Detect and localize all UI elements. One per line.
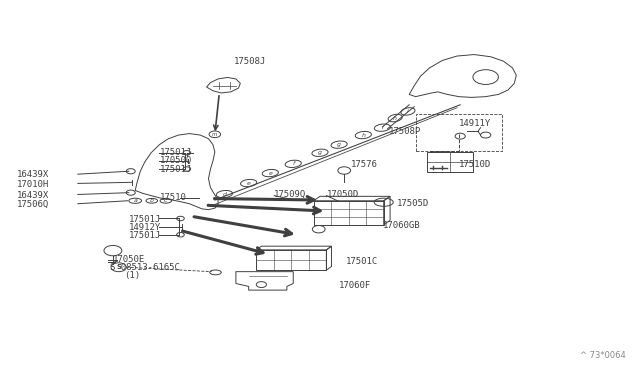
Text: 17508P: 17508P	[389, 127, 421, 136]
Bar	[427, 152, 473, 172]
Text: 17050D: 17050D	[326, 190, 358, 199]
Text: h: h	[362, 132, 365, 138]
Text: h: h	[393, 116, 397, 121]
Text: 17501J: 17501J	[129, 231, 161, 240]
Text: ^ 73*0064: ^ 73*0064	[580, 351, 626, 360]
Text: g: g	[337, 142, 341, 147]
Text: e: e	[246, 180, 251, 186]
Text: S: S	[116, 264, 121, 270]
Text: S 08513-6165C: S 08513-6165C	[109, 263, 180, 272]
Text: 17060GB: 17060GB	[383, 221, 420, 230]
Text: 17050E: 17050E	[113, 254, 145, 264]
Text: b: b	[150, 198, 154, 203]
Text: 17501J: 17501J	[159, 148, 191, 157]
Text: 17510D: 17510D	[459, 160, 491, 169]
Text: 17510: 17510	[159, 193, 186, 202]
Text: f: f	[292, 161, 294, 166]
Bar	[314, 201, 384, 225]
Text: g: g	[318, 150, 322, 155]
Text: 17501J: 17501J	[129, 215, 161, 224]
Text: 14911Y: 14911Y	[459, 119, 491, 128]
Text: 17060F: 17060F	[339, 281, 371, 290]
Text: 17010H: 17010H	[17, 180, 49, 189]
Text: d: d	[223, 192, 227, 197]
Bar	[256, 250, 326, 270]
Text: i: i	[381, 125, 383, 130]
Bar	[415, 114, 502, 151]
Text: (1): (1)	[124, 271, 140, 280]
Text: 17501C: 17501C	[346, 257, 378, 266]
Text: 17508J: 17508J	[234, 57, 266, 66]
Text: 17509Q: 17509Q	[274, 190, 307, 199]
Text: 17505D: 17505D	[396, 199, 429, 208]
Text: 17506Q: 17506Q	[17, 200, 49, 209]
Text: 17050Q: 17050Q	[159, 156, 191, 166]
Text: 14912Y: 14912Y	[129, 223, 161, 232]
Text: a: a	[133, 198, 137, 203]
Text: c: c	[164, 198, 168, 203]
Text: e: e	[268, 171, 272, 176]
Text: i: i	[407, 109, 409, 114]
Text: m: m	[212, 132, 218, 137]
Text: 16439X: 16439X	[17, 191, 49, 200]
Text: 17501J: 17501J	[159, 164, 191, 173]
Text: 16439X: 16439X	[17, 170, 49, 179]
Text: 17576: 17576	[351, 160, 378, 169]
